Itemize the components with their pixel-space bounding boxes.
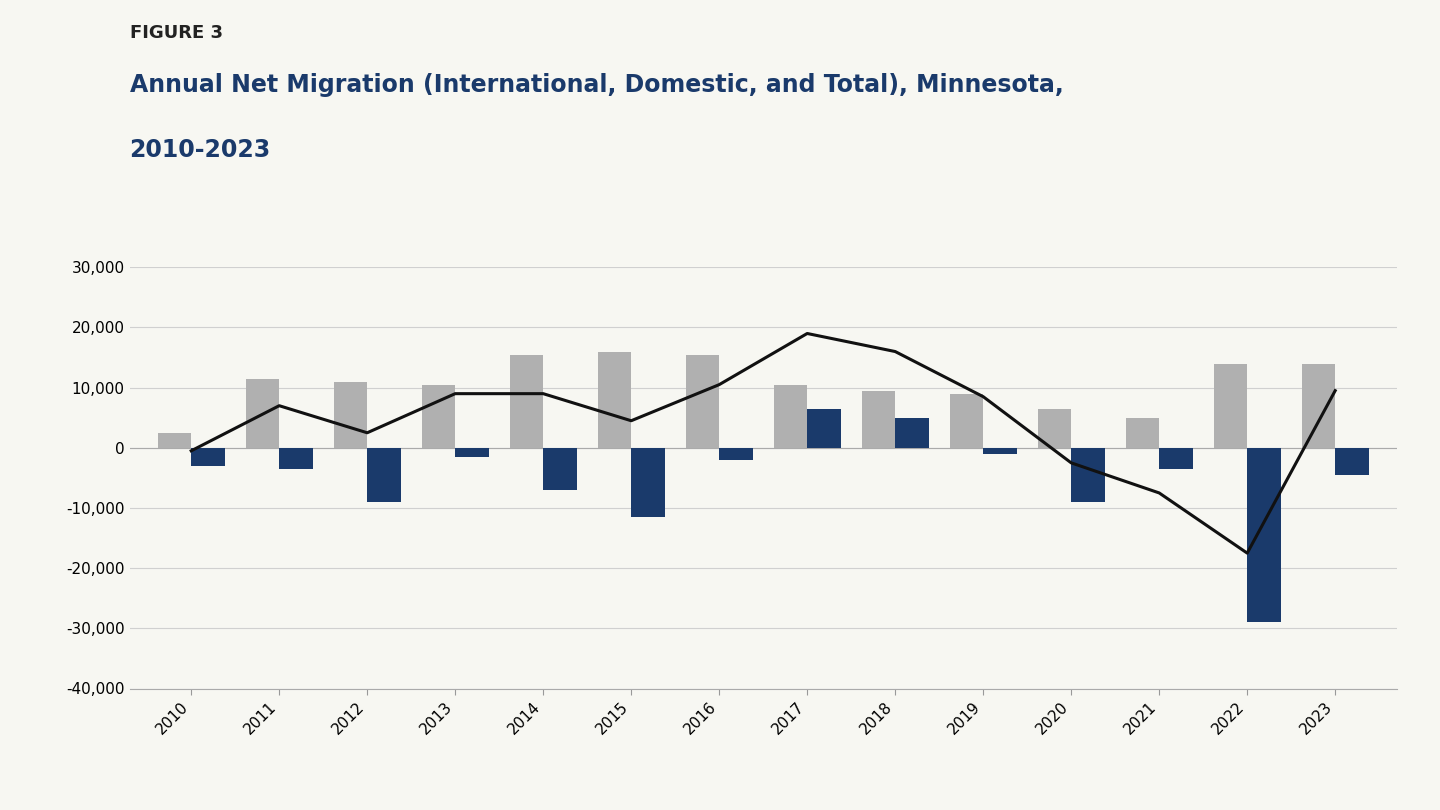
Text: Annual Net Migration (International, Domestic, and Total), Minnesota,: Annual Net Migration (International, Dom… [130,73,1063,97]
Bar [719,448,753,460]
Bar [896,418,929,448]
Text: 2010-2023: 2010-2023 [130,138,271,162]
Bar [808,409,841,448]
Bar [984,448,1017,454]
Bar [1126,418,1159,448]
Bar [455,448,488,457]
Bar [1038,409,1071,448]
Bar [773,385,808,448]
Bar [1247,448,1280,622]
Bar [279,448,312,469]
Bar [950,394,984,448]
Bar [543,448,576,490]
Bar [1335,448,1368,475]
Bar [1159,448,1192,469]
Bar [158,433,192,448]
Bar [246,378,279,448]
Bar [1214,364,1247,448]
Bar [1071,448,1104,502]
Bar [367,448,400,502]
Bar [861,390,896,448]
Bar [631,448,665,517]
Bar [1302,364,1335,448]
Bar [598,352,631,448]
Bar [422,385,455,448]
Bar [510,355,543,448]
Bar [685,355,719,448]
Text: FIGURE 3: FIGURE 3 [130,24,223,42]
Bar [334,382,367,448]
Bar [192,448,225,466]
